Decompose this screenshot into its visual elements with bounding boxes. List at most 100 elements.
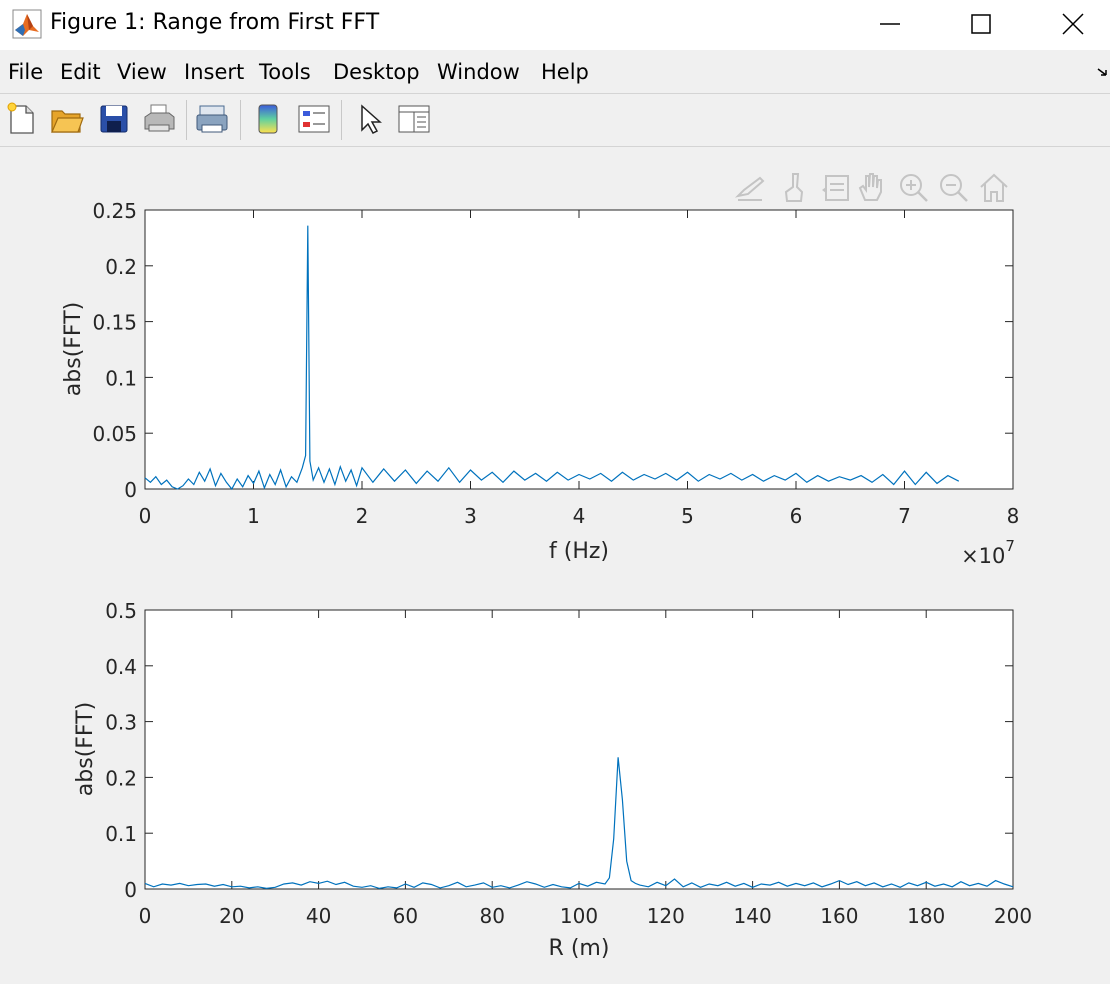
window-title: Figure 1: Range from First FFT <box>50 10 380 35</box>
menu-window[interactable]: Window <box>437 60 520 84</box>
toolbar-separator <box>186 100 187 140</box>
menu-edit[interactable]: Edit <box>60 60 101 84</box>
toolbar-separator <box>240 100 241 140</box>
open-file-button[interactable] <box>49 101 85 137</box>
x-axis-label-bottom: R (m) <box>549 936 610 961</box>
new-figure-icon <box>7 102 34 134</box>
y-axis-label-top: abs(FFT) <box>61 302 86 396</box>
new-figure-button[interactable] <box>4 101 40 137</box>
zoom-in-button[interactable] <box>896 170 930 206</box>
data-tips-icon <box>822 175 849 201</box>
x-tick-label: 5 <box>681 504 694 528</box>
close-icon <box>1062 13 1084 35</box>
y-axis-label-bottom: abs(FFT) <box>73 702 98 796</box>
close-button[interactable] <box>1043 0 1103 48</box>
y-tick-label: 0.05 <box>92 422 137 446</box>
link-plot-icon <box>196 105 228 133</box>
axes-bottom-frame[interactable] <box>144 609 1014 890</box>
link-plot-button[interactable] <box>194 101 230 137</box>
menu-help[interactable]: Help <box>541 60 589 84</box>
legend-button[interactable] <box>296 101 332 137</box>
x-tick-label: 1 <box>247 504 260 528</box>
x-tick-label: 8 <box>1007 504 1020 528</box>
toolbar-separator <box>341 100 342 140</box>
x-tick-label: 40 <box>306 904 331 928</box>
menu-insert[interactable]: Insert <box>184 60 245 84</box>
toolbar-bottom-separator <box>0 146 1110 147</box>
minimize-button[interactable] <box>860 0 920 48</box>
save-icon <box>100 105 128 133</box>
print-button[interactable] <box>141 101 177 137</box>
pointer-button[interactable] <box>352 101 388 137</box>
y-tick-label: 0.15 <box>92 311 137 335</box>
pointer-icon <box>361 104 382 134</box>
y-tick-label: 0.3 <box>105 711 137 735</box>
maximize-button[interactable] <box>951 0 1011 48</box>
x-tick-label: 0 <box>139 904 152 928</box>
brush-icon <box>784 173 804 202</box>
dock-arrow-icon[interactable] <box>1096 66 1110 80</box>
series-line-range <box>144 757 1014 890</box>
menu-tools[interactable]: Tools <box>259 60 311 84</box>
zoom-out-icon <box>940 174 968 202</box>
x-tick-label: 6 <box>790 504 803 528</box>
save-button[interactable] <box>96 101 132 137</box>
axes-toolbar <box>733 170 1013 206</box>
print-icon <box>144 104 175 132</box>
axes-top-ticks: 0 1 2 3 4 5 6 7 8 0 0.05 0.1 0.15 0.2 0.25 <box>92 199 1019 528</box>
axes-bottom-ticks: 0 20 40 60 80 100 120 140 160 180 200 0 0.1 0.2 0.3 0.4… <box>105 599 1032 928</box>
figure-toolbar <box>0 96 1110 146</box>
y-tick-label: 0.2 <box>105 766 137 790</box>
series-line-frequency <box>144 225 960 491</box>
x-tick-label: 100 <box>560 904 598 928</box>
property-inspector-button[interactable] <box>396 101 432 137</box>
brush-button[interactable] <box>777 170 811 206</box>
legend-icon <box>298 105 330 133</box>
y-tick-label: 0 <box>124 878 137 902</box>
menu-view[interactable]: View <box>117 60 167 84</box>
export-icon <box>734 176 765 201</box>
open-file-icon <box>51 110 84 133</box>
x-tick-label: 20 <box>219 904 244 928</box>
menu-desktop[interactable]: Desktop <box>333 60 420 84</box>
x-tick-label: 80 <box>479 904 504 928</box>
title-bar: Figure 1: Range from First FFT <box>0 0 1110 50</box>
export-button[interactable] <box>733 170 767 206</box>
zoom-in-icon <box>900 174 928 202</box>
matlab-logo-icon <box>12 9 42 39</box>
menu-separator <box>0 93 1110 94</box>
x-tick-label: 60 <box>393 904 418 928</box>
x-tick-label: 0 <box>139 504 152 528</box>
axes-top-frame[interactable] <box>144 209 1014 490</box>
y-tick-label: 0 <box>124 478 137 502</box>
minimize-icon <box>880 23 900 25</box>
colorbar-button[interactable] <box>250 101 286 137</box>
y-tick-label: 0.2 <box>105 255 137 279</box>
pan-button[interactable] <box>855 170 889 206</box>
menu-bar: File Edit View Insert Tools Desktop Wind… <box>0 57 1110 91</box>
x-tick-label: 3 <box>464 504 477 528</box>
x-tick-label: 180 <box>907 904 945 928</box>
x-tick-label: 4 <box>573 504 586 528</box>
y-tick-label: 0.1 <box>105 366 137 390</box>
data-tips-button[interactable] <box>819 170 853 206</box>
menu-file[interactable]: File <box>8 60 44 84</box>
home-icon <box>980 173 1008 202</box>
x-tick-label: 160 <box>820 904 858 928</box>
colorbar-icon <box>258 104 278 134</box>
y-tick-label: 0.1 <box>105 822 137 846</box>
y-tick-label: 0.25 <box>92 199 137 223</box>
y-tick-label: 0.4 <box>105 655 137 679</box>
zoom-out-button[interactable] <box>936 170 970 206</box>
y-tick-label: 0.5 <box>105 599 137 623</box>
pan-icon <box>858 173 882 201</box>
x-axis-label-top: f (Hz) <box>549 539 609 564</box>
home-button[interactable] <box>977 170 1011 206</box>
x-tick-label: 140 <box>734 904 772 928</box>
x-tick-label: 2 <box>356 504 369 528</box>
maximize-icon <box>971 14 991 34</box>
x-tick-label: 120 <box>647 904 685 928</box>
property-inspector-icon <box>398 105 430 133</box>
x-tick-label: 7 <box>898 504 911 528</box>
